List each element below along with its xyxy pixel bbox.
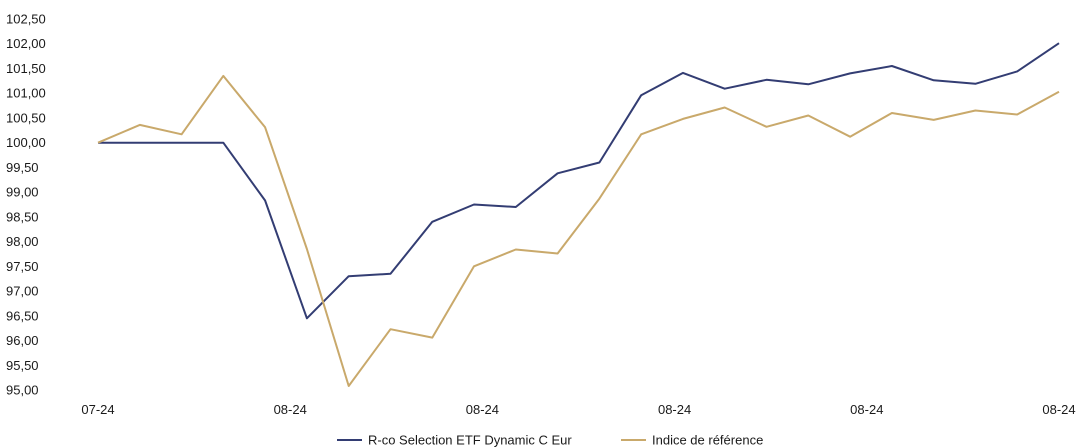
y-tick-label: 101,50 <box>6 61 46 76</box>
x-tick-label: 08-24 <box>658 402 691 417</box>
y-tick-label: 99,00 <box>6 185 39 200</box>
series-line-1 <box>98 42 1060 320</box>
y-tick-label: 96,00 <box>6 333 39 348</box>
y-tick-label: 97,00 <box>6 284 39 299</box>
y-tick-label: 101,00 <box>6 86 46 101</box>
legend-item-2: Indice de référence <box>621 433 763 448</box>
y-tick-label: 98,50 <box>6 209 39 224</box>
y-tick-label: 102,50 <box>6 12 46 27</box>
legend-item-1: R-co Selection ETF Dynamic C Eur <box>337 433 572 448</box>
x-tick-label: 08-24 <box>274 402 307 417</box>
x-tick-label: 08-24 <box>1042 402 1075 417</box>
y-tick-label: 97,50 <box>6 259 39 274</box>
y-tick-label: 99,50 <box>6 160 39 175</box>
y-tick-label: 102,00 <box>6 36 46 51</box>
series-lines <box>97 42 1060 387</box>
y-axis-ticks: 95,00 95,50 96,00 96,50 97,00 97,50 98,00 98,50… <box>6 12 46 398</box>
legend-label: R-co Selection ETF Dynamic C Eur <box>368 433 572 448</box>
y-tick-label: 100,00 <box>6 135 46 150</box>
legend-label: Indice de référence <box>652 433 763 448</box>
y-tick-label: 95,50 <box>6 358 39 373</box>
legend: R-co Selection ETF Dynamic C Eur Indice d… <box>337 433 763 448</box>
y-tick-label: 98,00 <box>6 234 39 249</box>
y-tick-label: 96,50 <box>6 308 39 323</box>
series-line-2 <box>97 74 1060 387</box>
y-tick-label: 100,50 <box>6 110 46 125</box>
x-tick-label: 08-24 <box>466 402 499 417</box>
x-tick-label: 07-24 <box>81 402 114 417</box>
y-tick-label: 95,00 <box>6 383 39 398</box>
x-tick-label: 08-24 <box>850 402 883 417</box>
x-axis-ticks: 07-24 08-24 08-24 08-24 08-24 08-24 <box>81 402 1075 417</box>
